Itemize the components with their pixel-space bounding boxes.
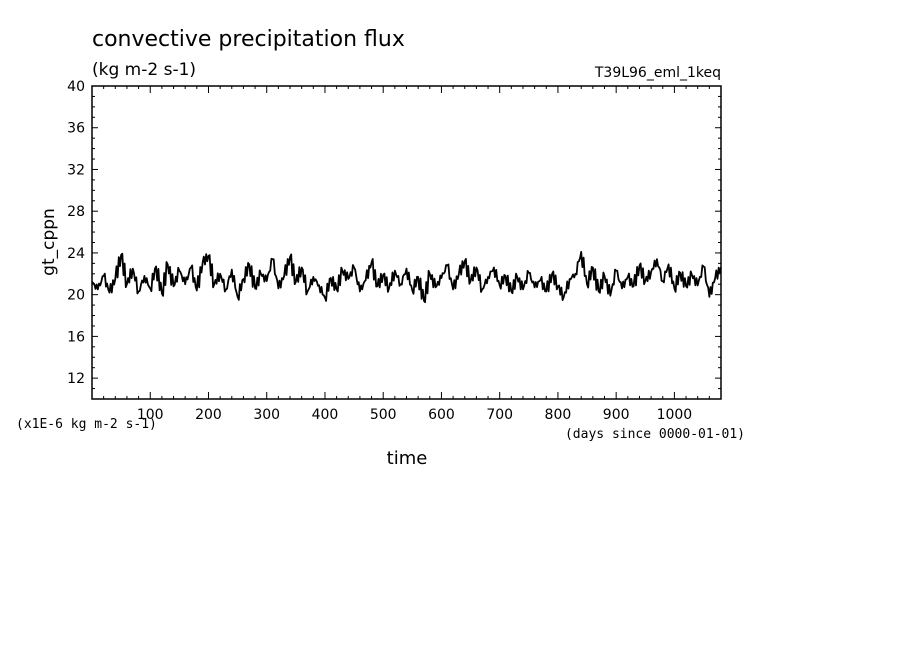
y-tick-label: 36 xyxy=(67,121,85,137)
x-tick-label: 800 xyxy=(545,407,572,423)
y-scale-note: (x1E-6 kg m-2 s-1) xyxy=(16,417,157,432)
x-tick-label: 300 xyxy=(253,407,280,423)
x-units: (days since 0000-01-01) xyxy=(565,427,745,442)
series-line xyxy=(91,251,722,304)
x-tick-label: 400 xyxy=(312,407,339,423)
y-tick-label: 16 xyxy=(67,329,85,345)
run-label: T39L96_eml_1keq xyxy=(594,65,721,81)
y-tick-label: 40 xyxy=(67,79,85,95)
x-tick-label: 700 xyxy=(486,407,513,423)
y-axis-title: gt_cppn xyxy=(39,208,59,276)
x-tick-label: 600 xyxy=(428,407,455,423)
y-tick-label: 12 xyxy=(67,371,85,387)
y-axis-ticks xyxy=(92,85,721,400)
y-tick-label: 28 xyxy=(67,204,85,220)
x-tick-label: 100 xyxy=(137,407,164,423)
x-tick-label: 500 xyxy=(370,407,397,423)
y-tick-label: 32 xyxy=(67,162,85,178)
x-tick-label: 900 xyxy=(603,407,630,423)
y-tick-label: 24 xyxy=(67,246,85,262)
x-tick-label: 200 xyxy=(195,407,222,423)
x-tick-label: 1000 xyxy=(657,407,693,423)
x-axis-tick-labels: 100 200 300 400 500 600 700 800 900 1000 xyxy=(137,407,692,423)
y-axis-tick-labels: 12 16 20 24 28 32 36 40 xyxy=(67,79,85,387)
y-tick-label: 20 xyxy=(67,288,85,304)
x-axis-ticks xyxy=(103,86,710,399)
x-axis-title: time xyxy=(387,448,428,469)
chart-subtitle: (kg m-2 s-1) xyxy=(92,60,196,80)
plot-frame xyxy=(91,85,722,400)
chart-title: convective precipitation flux xyxy=(92,27,405,52)
